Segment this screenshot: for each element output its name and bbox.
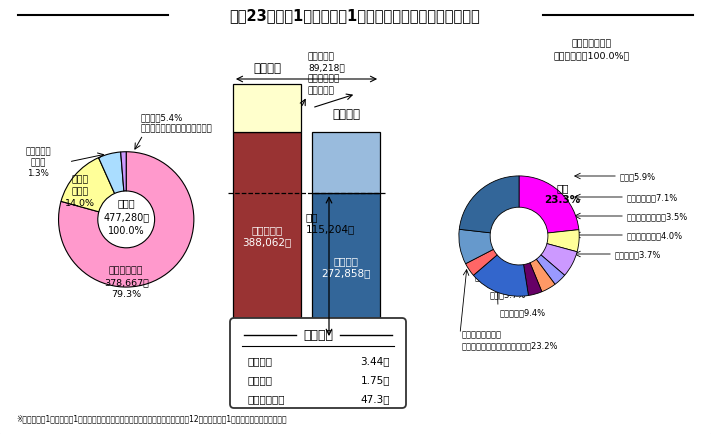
Wedge shape xyxy=(459,177,519,233)
Text: 47.3歳: 47.3歳 xyxy=(360,393,390,403)
Text: 保健医療　3.7%: 保健医療 3.7% xyxy=(615,250,661,259)
Text: 住居　5.9%: 住居 5.9% xyxy=(620,172,656,181)
Text: 世帯平均: 世帯平均 xyxy=(303,329,333,342)
Text: 食料
23.3%: 食料 23.3% xyxy=(544,183,580,204)
FancyBboxPatch shape xyxy=(230,318,406,408)
Wedge shape xyxy=(121,152,127,192)
Wedge shape xyxy=(99,153,124,194)
Wedge shape xyxy=(58,152,194,287)
Text: 世帯主の収入
378,667円
79.3%: 世帯主の収入 378,667円 79.3% xyxy=(104,266,149,298)
Wedge shape xyxy=(547,230,579,252)
Wedge shape xyxy=(474,255,528,296)
Text: 教養娯楽　9.4%: 教養娯楽 9.4% xyxy=(500,308,546,317)
Text: その他の消費支出
（理美容関係・交際費など）　23.2%: その他の消費支出 （理美容関係・交際費など） 23.2% xyxy=(462,329,559,349)
Bar xyxy=(233,132,301,339)
Text: ※ここでいう1世帯当たり1か月間の収入とは、ボーナス等も含めた年間の収入を12か月で割った1か月当たりの平均値です。: ※ここでいう1世帯当たり1か月間の収入とは、ボーナス等も含めた年間の収入を12か… xyxy=(16,414,287,423)
Wedge shape xyxy=(466,250,497,276)
Text: 3.44人: 3.44人 xyxy=(360,355,390,365)
Text: その他　5.4%
（公的年金給付・受贈金など）: その他 5.4% （公的年金給付・受贈金など） xyxy=(141,113,213,134)
Wedge shape xyxy=(536,255,565,285)
Text: 光熱・水道　7.1%: 光熱・水道 7.1% xyxy=(627,193,678,202)
Text: 【収入】: 【収入】 xyxy=(253,62,281,76)
Wedge shape xyxy=(519,177,579,233)
Bar xyxy=(312,194,380,339)
Text: 平成23年平均1世帯当たり1か月間の収入と支出（鳥取市）: 平成23年平均1世帯当たり1か月間の収入と支出（鳥取市） xyxy=(230,9,481,23)
Bar xyxy=(233,85,301,132)
Text: 世帯人員: 世帯人員 xyxy=(248,355,273,365)
Wedge shape xyxy=(459,230,493,264)
Wedge shape xyxy=(523,263,542,296)
Text: 配偶者
の収入
14.0%: 配偶者 の収入 14.0% xyxy=(65,175,95,208)
Text: 被服及び履物　4.0%: 被服及び履物 4.0% xyxy=(627,231,683,240)
Wedge shape xyxy=(530,260,555,292)
Text: 有業人員: 有業人員 xyxy=(248,374,273,384)
Text: 非消費支出
89,218円
（税金・社会
保険料等）: 非消費支出 89,218円 （税金・社会 保険料等） xyxy=(308,53,345,95)
Text: 世帯主の年齢: 世帯主の年齢 xyxy=(248,393,286,403)
Text: 家具・家事用品　3.5%: 家具・家事用品 3.5% xyxy=(627,212,688,221)
Bar xyxy=(312,132,380,194)
Text: 交通・通信　16.2%: 交通・通信 16.2% xyxy=(475,272,532,281)
Text: 可処分所得
388,062円: 可処分所得 388,062円 xyxy=(242,225,292,247)
Wedge shape xyxy=(541,244,577,276)
Text: 他の世帯員
の収入
1.3%: 他の世帯員 の収入 1.3% xyxy=(26,147,51,178)
Text: 消費支出
272,858円: 消費支出 272,858円 xyxy=(321,256,370,277)
Text: 【支出】: 【支出】 xyxy=(332,108,360,121)
Text: 教育　3.7%: 教育 3.7% xyxy=(490,290,526,299)
Text: 実収入
477,280円
100.0%: 実収入 477,280円 100.0% xyxy=(103,197,149,236)
Text: 黒字
115,204円: 黒字 115,204円 xyxy=(306,212,356,233)
Wedge shape xyxy=(61,158,114,212)
Text: 1.75人: 1.75人 xyxy=(360,374,390,384)
Text: 消費支出の内訳
（消費支出＝100.0%）: 消費支出の内訳 （消費支出＝100.0%） xyxy=(554,39,630,61)
